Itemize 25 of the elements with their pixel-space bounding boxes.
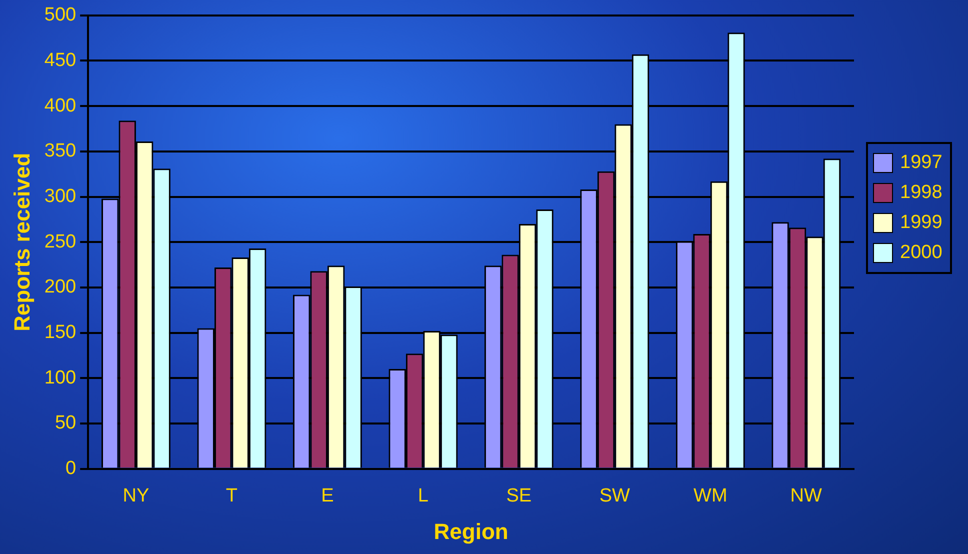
y-tick-label: 450 bbox=[44, 50, 76, 71]
y-tick-label: 350 bbox=[44, 140, 76, 162]
x-tick-label: NW bbox=[790, 485, 822, 506]
y-tick-label: 150 bbox=[44, 322, 76, 344]
x-tick-label: WM bbox=[694, 485, 728, 506]
x-axis-title: Region bbox=[434, 518, 508, 544]
legend-label: 1998 bbox=[900, 182, 942, 204]
y-tick-label: 500 bbox=[44, 4, 76, 26]
y-tick-label: 300 bbox=[44, 186, 76, 207]
y-tick-label: 0 bbox=[66, 458, 76, 480]
legend-label: 1999 bbox=[900, 212, 942, 234]
x-tick-label: E bbox=[321, 485, 334, 506]
x-tick-label: SW bbox=[599, 485, 630, 506]
x-tick-label: T bbox=[226, 485, 238, 506]
y-tick-label: 100 bbox=[44, 367, 76, 388]
y-tick-label: 200 bbox=[44, 276, 76, 298]
y-tick-label: 250 bbox=[44, 231, 76, 252]
legend-label: 1997 bbox=[900, 152, 942, 174]
x-tick-label: SE bbox=[506, 485, 532, 506]
y-tick-label: 50 bbox=[54, 412, 76, 434]
y-tick-label: 400 bbox=[44, 95, 76, 116]
legend-label: 2000 bbox=[900, 242, 942, 264]
x-tick-label: NY bbox=[122, 485, 150, 506]
y-axis-title: Reports received bbox=[9, 152, 34, 332]
x-tick-label: L bbox=[418, 485, 428, 506]
